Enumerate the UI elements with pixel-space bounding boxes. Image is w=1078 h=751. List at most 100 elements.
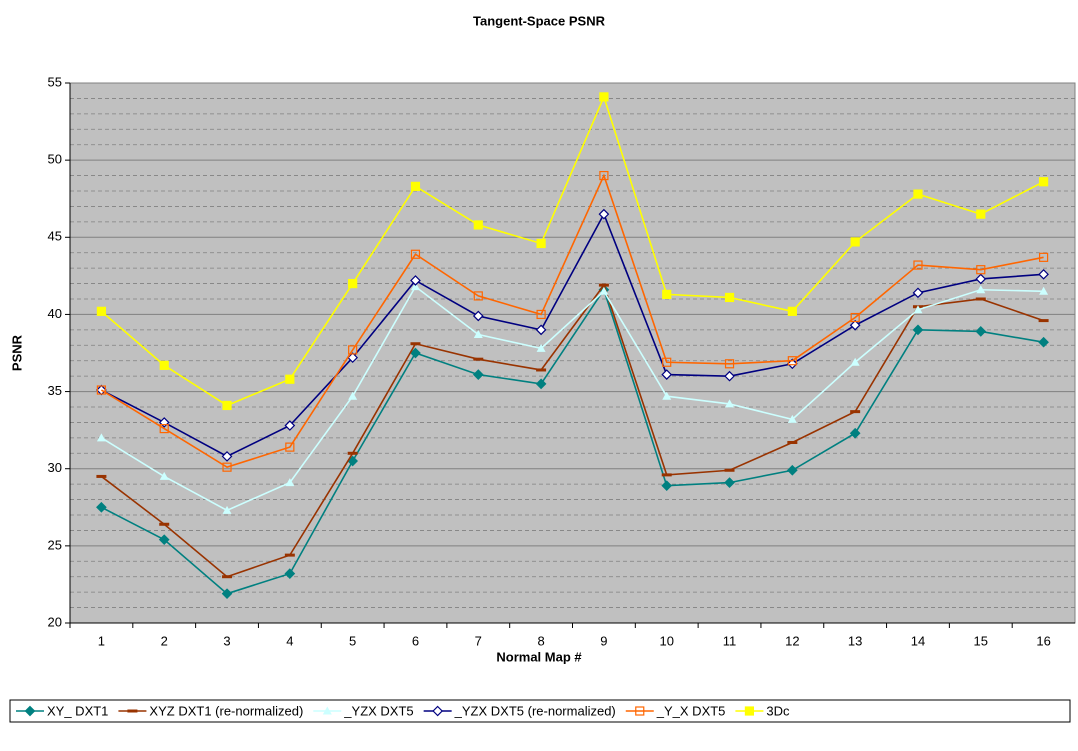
legend-label: _YZX DXT5 [343, 703, 413, 718]
marker [976, 265, 986, 275]
marker [599, 92, 609, 102]
x-tick-label: 11 [723, 633, 737, 648]
marker [285, 478, 295, 487]
marker [913, 305, 923, 314]
marker [472, 369, 484, 380]
series-line [100, 94, 1044, 407]
x-tick-label: 8 [537, 633, 544, 648]
marker [635, 706, 645, 716]
legend-label: 3Dc [766, 703, 790, 718]
marker [912, 287, 924, 299]
marker [285, 374, 295, 384]
legend-label: _YZX DXT5 (re-normalized) [454, 703, 616, 718]
marker [24, 705, 36, 717]
marker [1038, 336, 1049, 348]
marker [410, 181, 421, 191]
marker [724, 359, 735, 369]
marker [96, 385, 107, 395]
marker [976, 285, 986, 294]
x-tick-label: 3 [223, 633, 230, 648]
marker [285, 442, 295, 452]
marker [159, 471, 169, 480]
x-tick-label: 4 [286, 633, 293, 648]
marker [96, 306, 107, 316]
marker [787, 306, 797, 316]
marker [322, 706, 332, 715]
marker [975, 273, 987, 285]
marker [473, 329, 483, 338]
marker [410, 347, 421, 359]
marker [787, 414, 797, 423]
y-tick-label: 20 [48, 614, 62, 629]
legend-box [9, 699, 1071, 723]
marker [473, 220, 483, 230]
marker [850, 410, 861, 414]
marker [598, 283, 609, 287]
x-tick-label: 7 [475, 633, 482, 648]
marker [849, 319, 861, 331]
marker [222, 462, 232, 472]
marker [662, 289, 672, 299]
marker [975, 297, 986, 301]
marker [127, 709, 138, 713]
marker [976, 209, 986, 219]
marker [787, 440, 798, 444]
legend: XY_ DXT1 XYZ DXT1 (re-normalized) _YZX DXT… [9, 699, 1071, 723]
marker [410, 342, 421, 346]
marker [912, 324, 924, 336]
x-tick-label: 1 [98, 633, 105, 648]
x-tick-label: 5 [349, 633, 356, 648]
marker [536, 343, 546, 352]
chart-title: Tangent-Space PSNR [473, 13, 606, 28]
marker [96, 433, 106, 442]
series-line [100, 283, 1044, 578]
marker [536, 309, 546, 320]
x-tick-label: 15 [974, 633, 988, 648]
marker [222, 575, 233, 579]
marker [599, 286, 609, 295]
y-tick-label: 30 [48, 460, 62, 475]
marker [724, 292, 735, 303]
marker [662, 391, 672, 400]
marker [158, 534, 170, 546]
marker [661, 473, 672, 477]
marker [472, 310, 484, 322]
marker [284, 568, 296, 579]
marker [913, 260, 923, 270]
marker [975, 326, 987, 337]
y-tick-label: 40 [48, 306, 62, 321]
marker [410, 249, 421, 259]
x-tick-label: 13 [848, 633, 862, 648]
marker [724, 370, 735, 382]
marker [410, 275, 421, 286]
marker [96, 501, 107, 513]
marker [1038, 268, 1049, 280]
marker [849, 427, 861, 439]
y-tick-label: 45 [48, 229, 62, 244]
marker [159, 522, 170, 526]
marker [432, 705, 444, 717]
y-tick-label: 25 [48, 537, 62, 552]
marker [347, 451, 358, 455]
marker [536, 238, 546, 249]
marker [744, 706, 755, 716]
marker [1038, 177, 1049, 187]
marker [222, 505, 232, 514]
marker [347, 352, 359, 363]
marker [1038, 252, 1049, 262]
marker [535, 324, 547, 336]
plot-area [69, 82, 1076, 624]
marker [222, 400, 232, 411]
marker [221, 588, 233, 600]
marker [159, 424, 169, 434]
marker [787, 356, 797, 366]
x-tick-label: 10 [659, 633, 673, 648]
marker [850, 312, 860, 323]
y-tick-label: 55 [48, 74, 62, 89]
marker [348, 278, 358, 289]
legend-label: XYZ DXT1 (re-normalized) [149, 703, 303, 718]
marker [599, 170, 609, 181]
marker [535, 378, 547, 390]
marker [1038, 319, 1049, 323]
